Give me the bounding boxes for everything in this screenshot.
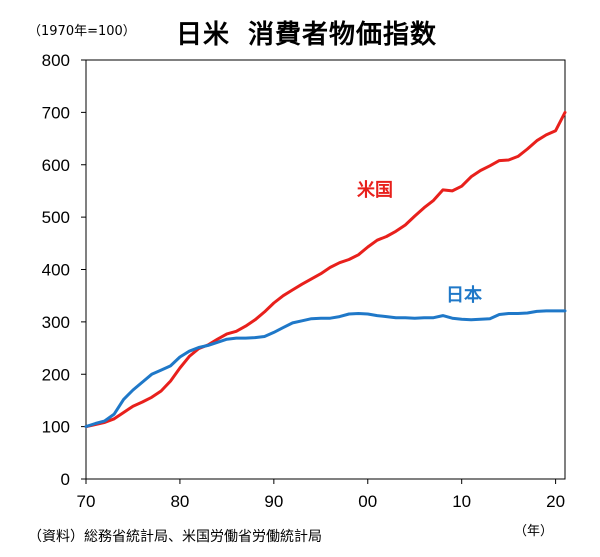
- y-tick-label: 300: [42, 313, 70, 332]
- x-tick-label: 80: [170, 492, 189, 511]
- chart-title-part-2: 消費者物価指数: [248, 20, 438, 50]
- y-tick-label: 600: [42, 156, 70, 175]
- y-tick-label: 500: [42, 208, 70, 227]
- chart-title-part-1: 日米: [176, 20, 231, 50]
- x-tick-label: 10: [452, 492, 471, 511]
- y-tick-label: 700: [42, 103, 70, 122]
- source-note: （資料）総務省統計局、米国労働省労働統計局: [28, 529, 322, 545]
- y-tick-label: 0: [61, 470, 70, 489]
- y-tick-label: 200: [42, 365, 70, 384]
- x-tick-label: 00: [358, 492, 377, 511]
- y-tick-label: 800: [42, 51, 70, 70]
- y-tick-label: 400: [42, 261, 70, 280]
- x-tick-label: 20: [546, 492, 565, 511]
- x-tick-label: 90: [264, 492, 283, 511]
- base-year-note: （1970年=100）: [28, 24, 136, 39]
- series-line-1: [84, 309, 567, 429]
- series-label-1: 日本: [446, 284, 482, 306]
- series-line-0: [84, 110, 567, 429]
- x-axis-unit: （年）: [514, 524, 554, 539]
- chart-title: 日米 消費者物価指数: [176, 14, 437, 51]
- x-tick-label: 70: [77, 492, 96, 511]
- series-label-0: 米国: [357, 179, 393, 201]
- y-tick-label: 100: [42, 418, 70, 437]
